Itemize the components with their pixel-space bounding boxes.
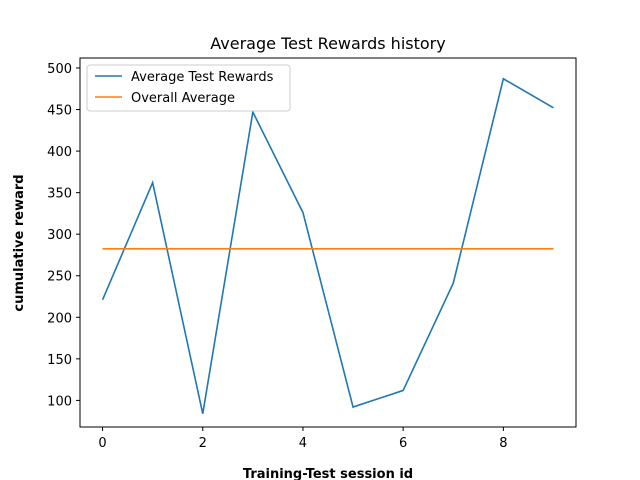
y-axis-title: cumulative reward [12,174,27,311]
y-tick-label: 500 [47,62,72,77]
x-tick-label: 2 [199,436,207,451]
y-tick-label: 200 [47,311,72,326]
legend-box [86,64,291,112]
legend: Average Test Rewards Overall Average [86,64,291,112]
y-axis: 100 150 200 250 300 350 400 450 500 [47,62,80,409]
x-tick-label: 8 [499,436,507,451]
series-line-1 [101,77,554,414]
y-tick-label: 400 [47,145,72,160]
x-tick-label: 4 [299,436,307,451]
series-layer [101,77,554,414]
y-tick-label: 100 [47,394,72,409]
chart-title: Average Test Rewards history [210,34,445,53]
y-tick-label: 150 [47,353,72,368]
legend-label-1: Average Test Rewards [131,70,274,85]
x-tick-label: 0 [98,436,106,451]
y-tick-label: 300 [47,228,72,243]
x-axis-title: Training-Test session id [243,467,413,480]
y-tick-label: 450 [47,104,72,119]
x-tick-label: 6 [399,436,407,451]
legend-label-2: Overall Average [131,91,235,106]
x-axis: 0 2 4 6 8 [98,427,507,451]
y-tick-label: 350 [47,187,72,202]
y-tick-label: 250 [47,270,72,285]
plot-area-frame [79,57,577,428]
